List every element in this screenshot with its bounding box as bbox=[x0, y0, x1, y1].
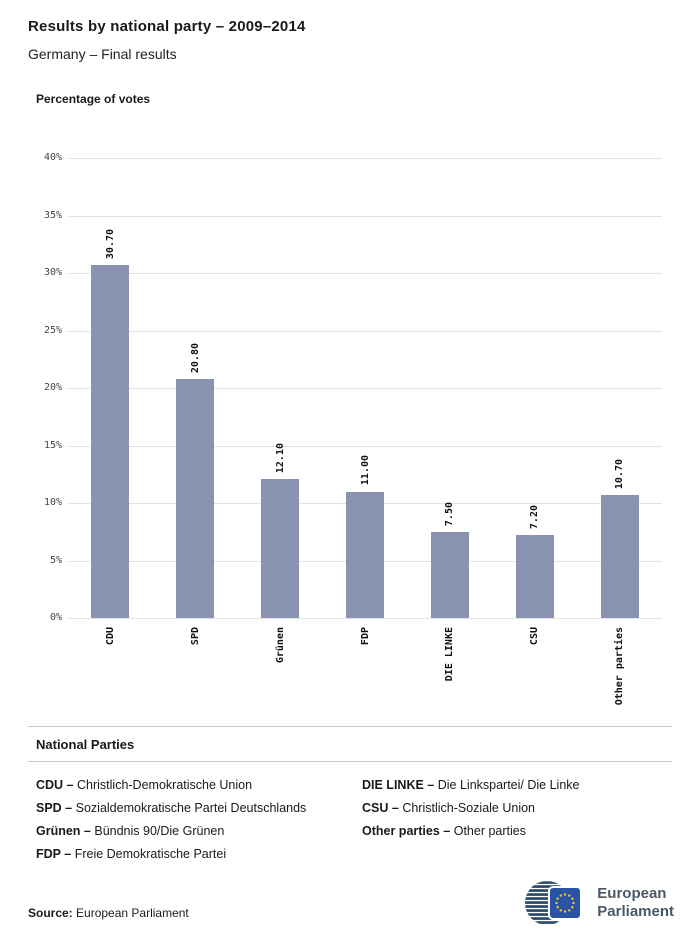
bar-column-die-linke: 7.50 bbox=[407, 158, 492, 618]
y-tick-label: 10% bbox=[43, 497, 62, 508]
y-tick-label: 25% bbox=[43, 324, 62, 336]
bar-column-csu: 7.20 bbox=[492, 158, 577, 618]
bar-column-fdp: 11.00 bbox=[323, 158, 408, 618]
bars-group: 30.70 20.80 12.10 11.00 7.50 7.20 bbox=[68, 158, 662, 618]
y-tick-label: 5% bbox=[49, 554, 62, 566]
bar-value-label: 11.00 bbox=[359, 455, 371, 486]
gridline: 30% bbox=[44, 267, 662, 278]
x-tick-label: CDU bbox=[104, 627, 116, 646]
source-value: European Parliament bbox=[76, 906, 189, 920]
gridline: 20% bbox=[44, 382, 662, 393]
ep-logo-text: European Parliament bbox=[597, 885, 674, 921]
bar-value-label: 30.70 bbox=[104, 228, 116, 259]
bar-value-label: 7.20 bbox=[529, 505, 541, 530]
ep-hemicycle-icon bbox=[525, 881, 583, 924]
european-parliament-logo: European Parliament bbox=[516, 879, 674, 927]
y-tick-label: 0% bbox=[49, 612, 62, 623]
bar-column-cdu: 30.70 bbox=[68, 158, 153, 618]
parties-column-left: CDU – Christlich-Demokratische Union SPD… bbox=[36, 774, 362, 866]
legend-item: DIE LINKE – Die Linkspartei/ Die Linke bbox=[362, 778, 580, 792]
y-tick-label: 15% bbox=[43, 439, 62, 451]
bar-csu bbox=[515, 535, 554, 618]
gridline: 15% bbox=[44, 440, 662, 451]
page-subtitle: Germany – Final results bbox=[28, 46, 177, 62]
y-tick-label: 40% bbox=[43, 152, 62, 163]
bar-column-other: 10.70 bbox=[577, 158, 662, 618]
divider bbox=[28, 726, 672, 727]
x-tick-label: CSU bbox=[529, 627, 541, 646]
x-tick-label: SPD bbox=[189, 627, 201, 646]
bar-die-linke bbox=[430, 531, 469, 618]
parties-column-right: DIE LINKE – Die Linkspartei/ Die Linke C… bbox=[362, 774, 672, 866]
source-label: Source: bbox=[28, 906, 73, 920]
bar-value-label: 7.50 bbox=[444, 501, 456, 526]
x-tick-label: Other parties bbox=[614, 627, 626, 706]
bar-column-gruenen: 12.10 bbox=[238, 158, 323, 618]
ep-logo-text-line1: European bbox=[597, 885, 667, 902]
legend-item: SPD – Sozialdemokratische Partei Deutsch… bbox=[36, 801, 307, 815]
x-axis-labels: CDU SPD Grünen FDP DIE LINKE CSU Other p… bbox=[68, 618, 662, 722]
legend-item: CSU – Christlich-Soziale Union bbox=[362, 801, 536, 815]
bar-column-spd: 20.80 bbox=[153, 158, 238, 618]
x-tick-label: Grünen bbox=[274, 627, 286, 664]
chart-title: Percentage of votes bbox=[36, 92, 151, 106]
bar-value-label: 12.10 bbox=[274, 442, 286, 473]
y-tick-label: 30% bbox=[43, 267, 62, 278]
parties-heading: National Parties bbox=[36, 737, 135, 752]
page-title: Results by national party – 2009–2014 bbox=[28, 18, 306, 35]
y-tick-label: 20% bbox=[43, 382, 62, 393]
bar-value-label: 10.70 bbox=[614, 458, 626, 489]
legend-item: FDP – Freie Demokratische Partei bbox=[36, 847, 227, 861]
bar-fdp bbox=[346, 491, 384, 618]
gridline: 35% bbox=[44, 210, 662, 221]
source-line: Source: European Parliament bbox=[28, 906, 189, 920]
national-parties-section: National Parties CDU – Christlich-Demokr… bbox=[28, 726, 672, 866]
gridline: 25% bbox=[44, 325, 662, 336]
legend-item: Other parties – Other parties bbox=[362, 824, 526, 838]
x-tick-label: FDP bbox=[359, 627, 371, 646]
ep-logo-text-line2: Parliament bbox=[597, 903, 674, 920]
bar-spd bbox=[176, 378, 215, 618]
divider bbox=[28, 761, 672, 762]
legend-item: CDU – Christlich-Demokratische Union bbox=[36, 778, 253, 792]
bar-value-label: 20.80 bbox=[189, 342, 201, 373]
y-tick-label: 35% bbox=[43, 209, 62, 221]
bar-gruenen bbox=[261, 478, 300, 618]
gridline: 0% bbox=[50, 612, 662, 623]
gridline: 40% bbox=[44, 152, 662, 163]
legend-item: Grünen – Bündnis 90/Die Grünen bbox=[36, 824, 225, 838]
x-tick-label: DIE LINKE bbox=[444, 627, 456, 682]
chart-plot-area: 40% 35% 30% 25% 20% 15% 10% 5% 0% 30.70 … bbox=[44, 152, 662, 623]
bar-other bbox=[600, 494, 639, 618]
bar-cdu bbox=[91, 264, 130, 618]
